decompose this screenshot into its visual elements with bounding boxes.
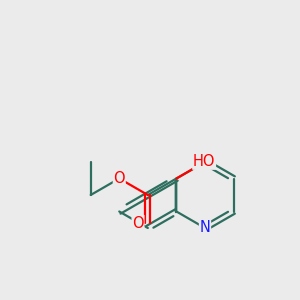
Text: O: O [132,215,144,230]
Text: O: O [113,171,125,186]
Text: N: N [200,220,210,236]
Text: HO: HO [193,154,215,169]
